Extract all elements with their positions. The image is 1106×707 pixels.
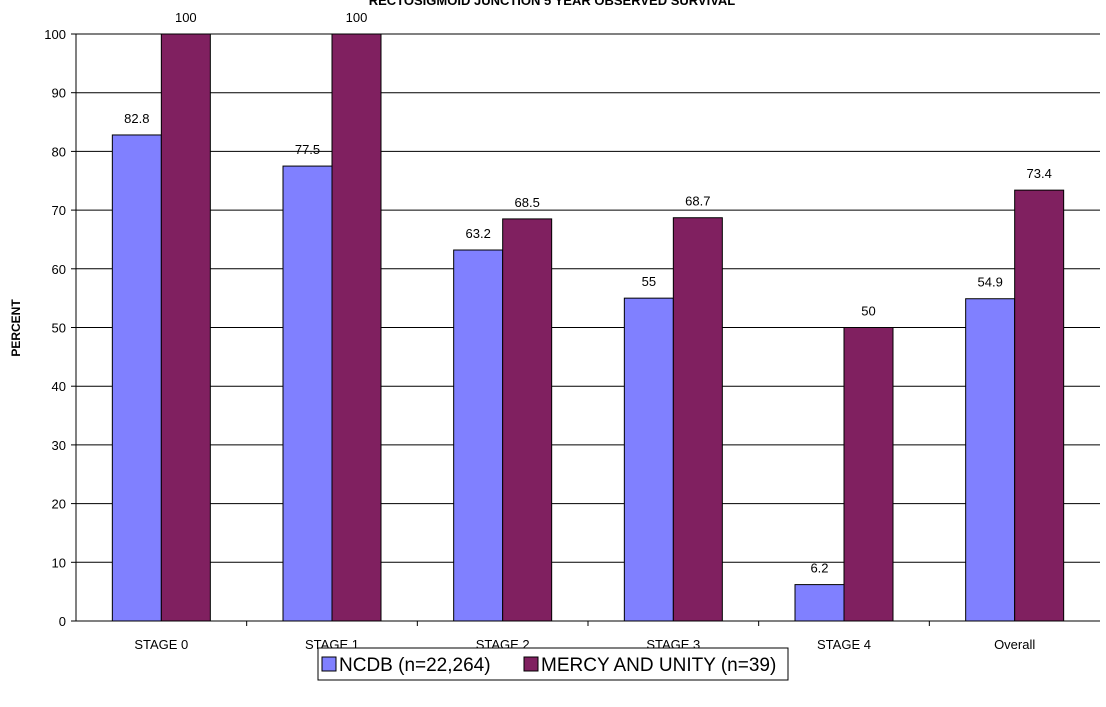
bar-ncdb [623, 297, 674, 622]
bar-ncdb [282, 165, 333, 622]
data-label: 77.5 [295, 142, 320, 157]
y-tick-label: 50 [52, 321, 66, 336]
y-tick-label: 0 [59, 614, 66, 629]
legend: NCDB (n=22,264) MERCY AND UNITY (n=39) [317, 647, 789, 681]
bar-ncdb [111, 134, 162, 622]
bar-ncdb [453, 249, 504, 622]
legend-item-label: NCDB (n=22,264) [339, 655, 491, 676]
y-tick-label: 100 [44, 27, 66, 42]
data-label: 54.9 [978, 275, 1003, 290]
bar-mercy-unity [1014, 189, 1065, 622]
y-tick-label: 10 [52, 555, 66, 570]
y-tick-label: 90 [52, 86, 66, 101]
y-axis-label: PERCENT [9, 299, 23, 357]
legend-box [317, 647, 789, 681]
x-tick-label: Overall [994, 637, 1035, 652]
legend-swatch [321, 656, 337, 672]
y-tick-label: 60 [52, 262, 66, 277]
data-label: 100 [346, 10, 368, 25]
bar-ncdb [965, 298, 1016, 622]
bar-mercy-unity [160, 33, 211, 622]
bar-ncdb [794, 584, 845, 622]
data-label: 55 [642, 274, 656, 289]
y-tick-label: 80 [52, 144, 66, 159]
data-label: 100 [175, 10, 197, 25]
data-label: 68.5 [515, 195, 540, 210]
bar-mercy-unity [672, 217, 723, 622]
gridlines [76, 33, 1100, 563]
data-label: 50 [861, 304, 875, 319]
data-label: 82.8 [124, 111, 149, 126]
bar-mercy-unity [331, 33, 382, 622]
data-label: 63.2 [466, 226, 491, 241]
data-label: 73.4 [1027, 166, 1052, 181]
data-label: 6.2 [810, 561, 828, 576]
chart-title: RECTOSIGMOID JUNCTION 5 YEAR OBSERVED SU… [369, 0, 736, 8]
bar-mercy-unity [843, 327, 894, 622]
data-label: 68.7 [685, 194, 710, 209]
x-tick-label: STAGE 0 [134, 637, 188, 652]
data-labels: 82.8 100 77.5 100 63.2 68.5 55 68.7 6.2 50 54.9 73.… [124, 10, 1052, 576]
x-tick-label: STAGE 4 [817, 637, 871, 652]
legend-item-label: MERCY AND UNITY (n=39) [541, 655, 776, 676]
y-tick-label: 70 [52, 203, 66, 218]
bar-mercy-unity [502, 218, 553, 622]
y-tick-label: 20 [52, 497, 66, 512]
y-tick-label: 30 [52, 438, 66, 453]
legend-swatch [523, 656, 539, 672]
y-tick-label: 40 [52, 379, 66, 394]
